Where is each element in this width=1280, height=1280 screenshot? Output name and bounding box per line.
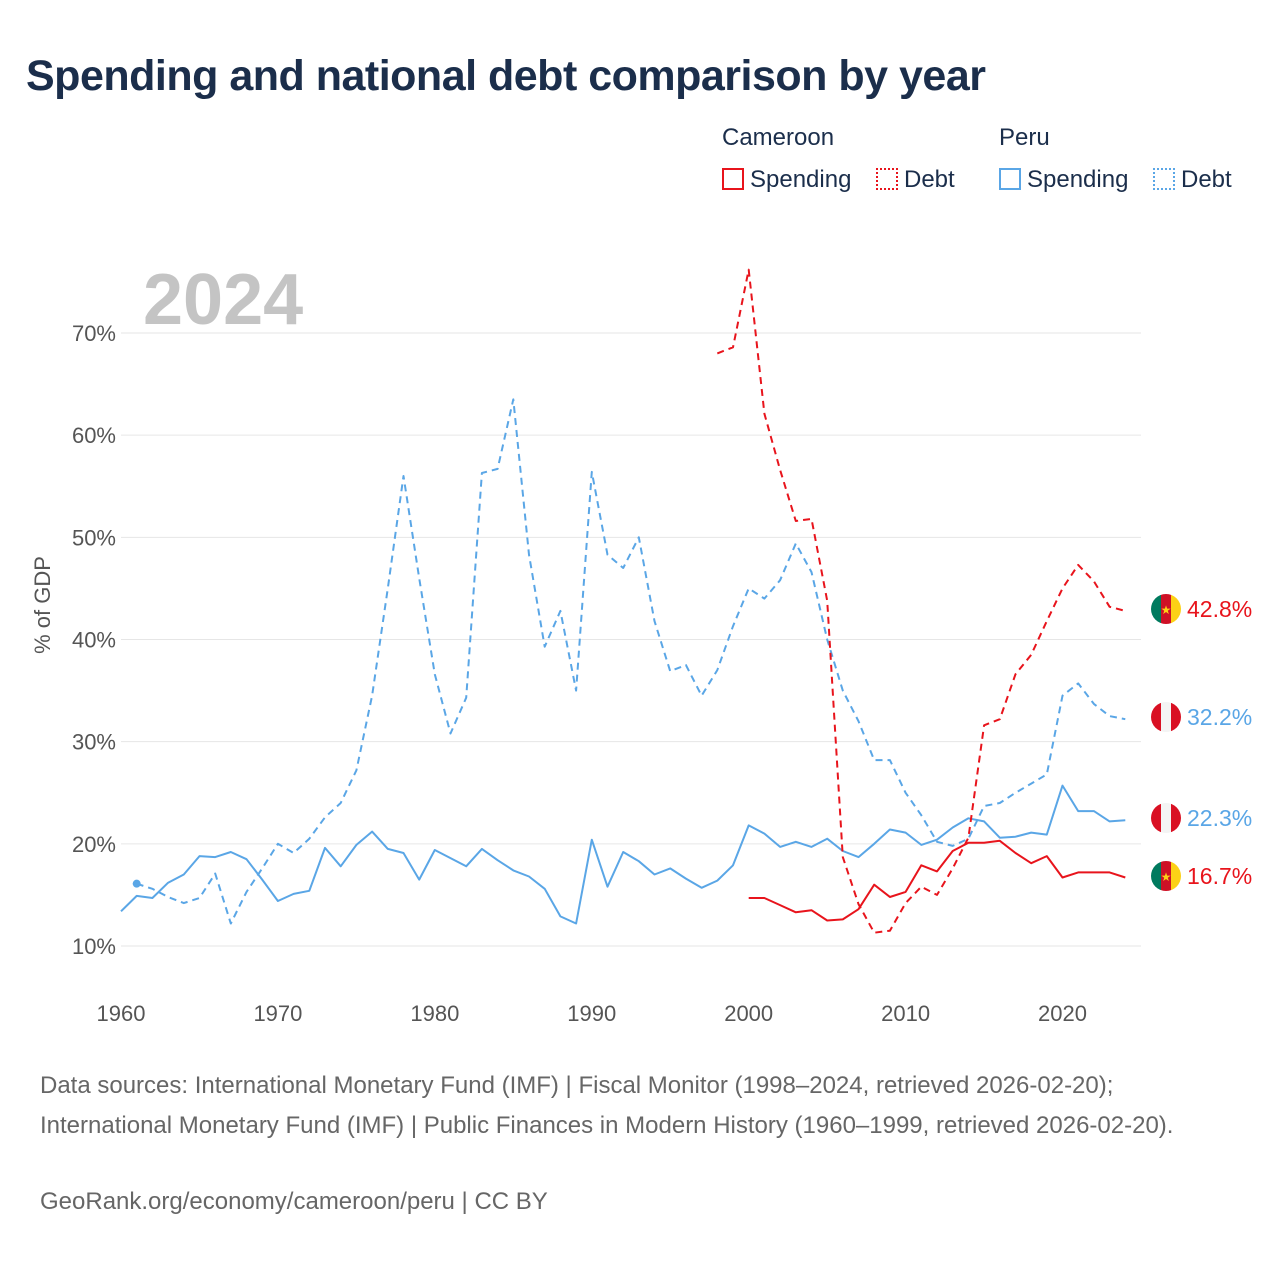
x-tick-label: 2000 [724,1001,773,1026]
y-tick-label: 10% [72,934,116,959]
legend-peru-heading: Peru [999,124,1050,151]
svg-text:★: ★ [1161,870,1172,884]
y-axis-ticks: 10% 20% 30% 40% 50% 60% 70% [72,321,116,959]
x-tick-label: 1970 [253,1001,302,1026]
peru-flag-icon [1151,803,1181,833]
y-tick-label: 60% [72,423,116,448]
x-tick-label: 1960 [97,1001,146,1026]
peru-flag-icon [1151,702,1181,732]
peru-spending-line [120,784,1126,925]
legend-label: Spending [1027,166,1129,193]
y-tick-label: 70% [72,321,116,346]
x-tick-label: 2010 [881,1001,930,1026]
y-tick-label: 40% [72,628,116,653]
legend-peru-debt[interactable]: Debt [1153,166,1232,194]
x-axis-ticks: 1960 1970 1980 1990 2000 2010 2020 [97,1001,1087,1026]
line-chart: 2024 10%20%30%40%50%60%70% 1960 1970 1980 1… [30,260,1252,1026]
year-label: 2024 [143,260,303,340]
y-axis-label: % of GDP [30,556,55,654]
legend-solid-swatch [999,168,1021,190]
y-tick-label: 20% [72,832,116,857]
legend-cameroon-heading: Cameroon [722,124,835,151]
end-label-peru-spending: 22.3% [1187,805,1252,831]
peru-debt-line [136,398,1126,925]
x-tick-label: 1990 [567,1001,616,1026]
legend-label: Debt [1181,166,1232,193]
legend-label: Debt [904,166,955,193]
legend-dotted-swatch [876,168,898,190]
end-label-cameroon-spending: 16.7% [1187,863,1252,889]
cameroon-spending-line [748,839,1126,922]
legend-cameroon-debt[interactable]: Debt [876,166,955,194]
x-tick-label: 1980 [410,1001,459,1026]
legend-dotted-swatch [1153,168,1175,190]
chart-title: Spending and national debt comparison by… [26,52,986,100]
y-tick-label: 30% [72,730,116,755]
legend-peru-spending[interactable]: Spending [999,166,1128,194]
cameroon-flag-icon: ★ [1151,594,1181,624]
data-sources: Data sources: International Monetary Fun… [40,1072,1174,1139]
legend-cameroon-spending[interactable]: Spending [722,166,851,194]
series-start-point [132,879,141,888]
x-tick-label: 2020 [1038,1001,1087,1026]
series-lines [120,268,1126,934]
credit-link[interactable]: GeoRank.org/economy/cameroon/peru | CC B… [40,1188,548,1215]
cameroon-flag-icon: ★ [1151,861,1181,891]
y-tick-label: 50% [72,525,116,550]
legend-solid-swatch [722,168,744,190]
end-label-cameroon-debt: 42.8% [1187,596,1252,622]
svg-text:★: ★ [1161,603,1172,617]
cameroon-debt-line [716,268,1126,934]
end-label-peru-debt: 32.2% [1187,704,1252,730]
gridlines [121,332,1141,947]
legend-label: Spending [750,166,852,193]
